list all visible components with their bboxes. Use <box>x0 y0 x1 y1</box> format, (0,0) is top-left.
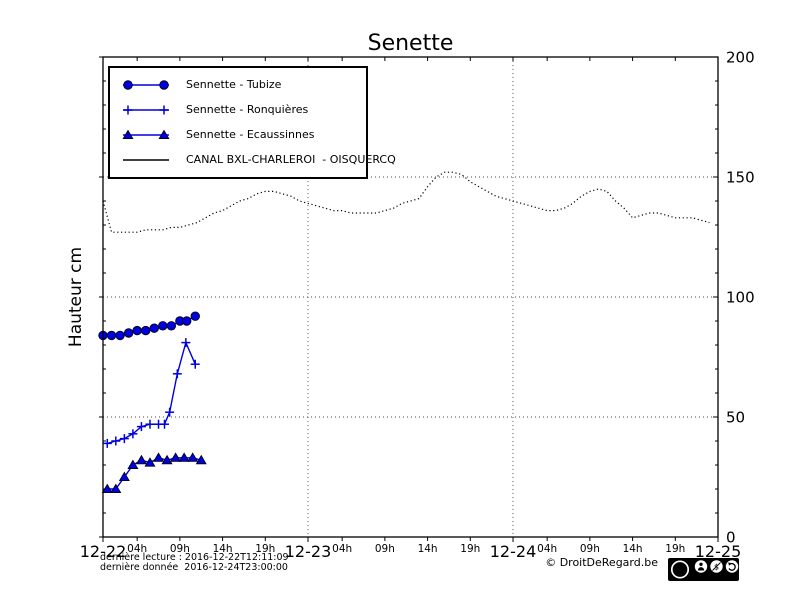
legend-item-label: Sennette - Ecaussinnes <box>186 128 315 141</box>
cc-term-label: BY <box>697 576 705 582</box>
x-hour-label: 09h <box>375 543 395 555</box>
x-hour-label: 19h <box>665 543 685 555</box>
legend-item-label: Sennette - Ronquières <box>186 103 309 116</box>
y-tick-label: 150 <box>726 169 755 187</box>
legend-marker-sample-triangle-icon <box>122 129 170 139</box>
last-data-text: dernière donnée 2016-12-24T23:00:00 <box>100 562 288 573</box>
axis-ticks <box>99 56 719 542</box>
legend-marker-sample-line-icon <box>123 158 169 161</box>
x-hour-label: 04h <box>537 543 557 555</box>
series-sennette-ecaussinnes <box>101 452 207 493</box>
x-hour-label: 14h <box>418 543 438 555</box>
cc-by-person-icon <box>697 567 705 571</box>
cc-term-label: NC <box>713 576 721 582</box>
legend-item: Sennette - Tubize <box>110 72 366 97</box>
x-hour-label: 14h <box>623 543 643 555</box>
x-hour-label: 19h <box>255 543 275 555</box>
chart-title: Senette <box>367 31 454 56</box>
cc-logo-text: cc <box>675 566 686 576</box>
x-hour-label: 14h <box>213 543 233 555</box>
legend-item-label: Sennette - Tubize <box>186 78 282 91</box>
y-tick-label: 100 <box>726 289 755 307</box>
x-hour-label: 04h <box>332 543 352 555</box>
series-canal-bxl-charleroi-oisquercq <box>102 171 710 233</box>
x-day-label: 12-22 <box>80 542 127 561</box>
cc-sa-arrow-icon <box>728 562 736 571</box>
legend-item-label: CANAL BXL-CHARLEROI - OISQUERCQ <box>186 153 396 166</box>
x-day-label: 12-24 <box>490 542 537 561</box>
x-hour-label: 19h <box>460 543 480 555</box>
copyright-text: © DroitDeRegard.be <box>545 556 658 569</box>
y-tick-label: 200 <box>726 49 755 67</box>
chart-legend: Sennette - Tubize Sennette - Ronquières Se… <box>108 66 396 179</box>
series-sennette-tubize <box>98 311 200 341</box>
y-tick-label: 50 <box>726 409 745 427</box>
axis-labels: 12-22 12-23 12-24 12-25 04h 09h 14h 19h 04h 09h 14… <box>80 49 755 562</box>
x-hour-label: 09h <box>170 543 190 555</box>
x-hour-label: 04h <box>127 543 147 555</box>
x-day-label: 12-23 <box>285 542 332 561</box>
y-axis-label: Hauteur cm <box>66 246 86 348</box>
legend-item: Sennette - Ronquières <box>110 97 366 122</box>
legend-item: CANAL BXL-CHARLEROI - OISQUERCQ <box>110 147 396 172</box>
series-sennette-ronqui-res <box>102 338 200 448</box>
legend-marker-sample-circle-icon <box>123 79 169 90</box>
cc-term-label: SA <box>728 576 736 582</box>
x-day-label: 12-25 <box>695 542 742 561</box>
y-tick-label: 0 <box>726 529 736 547</box>
legend-item: Sennette - Ecaussinnes <box>110 122 366 147</box>
last-reading-text: dernière lecture : 2016-12-22T12:11:09 <box>100 552 289 563</box>
legend-marker-sample-plus-icon <box>123 105 169 114</box>
x-hour-label: 09h <box>580 543 600 555</box>
